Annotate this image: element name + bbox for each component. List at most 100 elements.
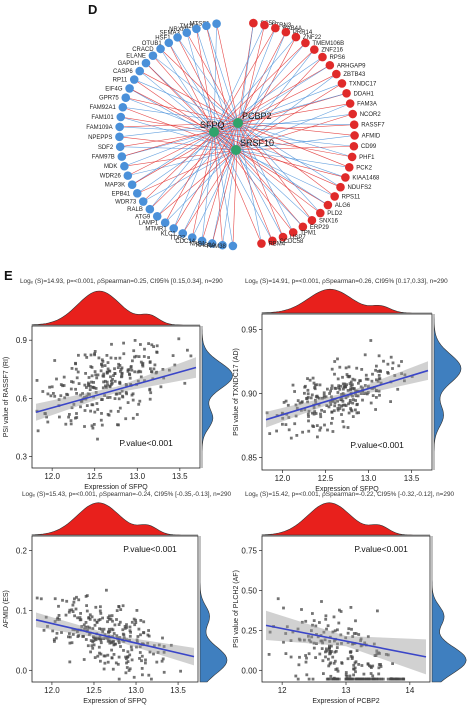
- data-point: [285, 625, 289, 629]
- x-tick-label: 12.0: [44, 472, 60, 481]
- data-point: [186, 348, 189, 352]
- data-point: [355, 649, 359, 652]
- data-point: [308, 378, 312, 382]
- data-point: [101, 360, 105, 363]
- data-point: [50, 385, 54, 389]
- network-node: [132, 189, 142, 198]
- network-edge: [235, 149, 273, 241]
- data-point: [359, 677, 363, 681]
- data-point: [90, 403, 94, 407]
- data-point: [93, 410, 97, 414]
- network-node: [125, 84, 134, 93]
- data-point: [135, 638, 139, 642]
- data-point: [111, 635, 115, 638]
- data-point: [99, 638, 103, 642]
- data-point: [328, 400, 332, 404]
- data-point: [140, 667, 144, 670]
- data-point: [125, 623, 128, 626]
- network-edge: [206, 25, 237, 151]
- network-edge: [235, 149, 335, 197]
- data-point: [153, 363, 157, 367]
- data-point: [83, 383, 87, 387]
- network-node-label: RALB: [127, 207, 143, 213]
- network-node: [173, 33, 182, 42]
- data-point: [88, 388, 92, 391]
- data-point: [104, 379, 107, 383]
- data-point: [391, 662, 394, 665]
- data-point: [354, 670, 357, 674]
- network-edge: [213, 36, 297, 133]
- data-point: [99, 627, 103, 631]
- network-node-label: KLC1: [161, 231, 177, 237]
- data-point: [124, 671, 128, 675]
- data-point: [133, 370, 137, 374]
- data-point: [155, 660, 159, 664]
- network-edge: [131, 131, 215, 185]
- data-point: [344, 673, 348, 677]
- network-node: [307, 216, 317, 225]
- data-point: [126, 401, 130, 404]
- data-point: [132, 617, 136, 621]
- data-point: [104, 384, 107, 388]
- data-point: [136, 635, 140, 638]
- y-tick-label: 0.6: [16, 394, 28, 403]
- data-point: [53, 359, 57, 362]
- data-point: [316, 395, 319, 399]
- data-point: [282, 640, 285, 644]
- data-point: [94, 387, 98, 390]
- data-point: [130, 620, 134, 624]
- data-point: [62, 375, 66, 379]
- data-point: [352, 632, 356, 635]
- data-point: [90, 644, 94, 648]
- data-point: [297, 637, 301, 641]
- network-node: [141, 58, 151, 68]
- data-point: [57, 614, 61, 617]
- data-point: [119, 645, 122, 648]
- data-point: [132, 675, 136, 679]
- data-point: [127, 368, 131, 371]
- data-point: [59, 394, 63, 398]
- data-point: [77, 382, 81, 385]
- x-tick-label: 13.5: [404, 474, 420, 483]
- network-node: [347, 152, 357, 162]
- network-edge: [122, 106, 239, 124]
- data-point: [374, 654, 378, 657]
- data-point: [161, 368, 165, 371]
- data-point: [183, 381, 187, 385]
- data-point: [70, 380, 73, 383]
- network-edge: [145, 62, 215, 133]
- y-tick-label: 0.85: [241, 454, 257, 463]
- data-point: [110, 656, 114, 660]
- data-point: [58, 618, 61, 621]
- network-edge: [122, 106, 237, 151]
- stat-line-txndc17: Logₑ (S)=14.91, p=<0.001, ρSpearman=0.26…: [245, 278, 448, 285]
- data-point: [323, 410, 326, 413]
- data-point: [140, 659, 143, 663]
- data-point: [338, 387, 342, 391]
- fit-line: [35, 366, 197, 414]
- network-node-label: RP11: [113, 78, 128, 84]
- data-point: [57, 398, 61, 401]
- network-node: [135, 66, 145, 76]
- data-point: [71, 603, 75, 607]
- data-point: [85, 404, 89, 407]
- x-tick-label: 12.0: [275, 474, 291, 483]
- data-point: [128, 376, 132, 380]
- network-node: [336, 182, 345, 192]
- network-node-label: SEMA3: [159, 31, 180, 37]
- network-edge: [235, 73, 337, 151]
- data-point: [97, 356, 101, 360]
- network-node-label: PRR14: [293, 30, 313, 36]
- data-point: [306, 400, 309, 404]
- data-point: [330, 399, 334, 403]
- data-point: [148, 360, 152, 364]
- data-point: [150, 343, 154, 347]
- data-point: [356, 402, 359, 406]
- data-point: [336, 628, 339, 632]
- data-point: [307, 415, 310, 418]
- data-point: [94, 373, 98, 377]
- data-point: [95, 620, 99, 624]
- data-point: [363, 353, 367, 357]
- data-point: [55, 377, 58, 381]
- data-point: [98, 618, 102, 621]
